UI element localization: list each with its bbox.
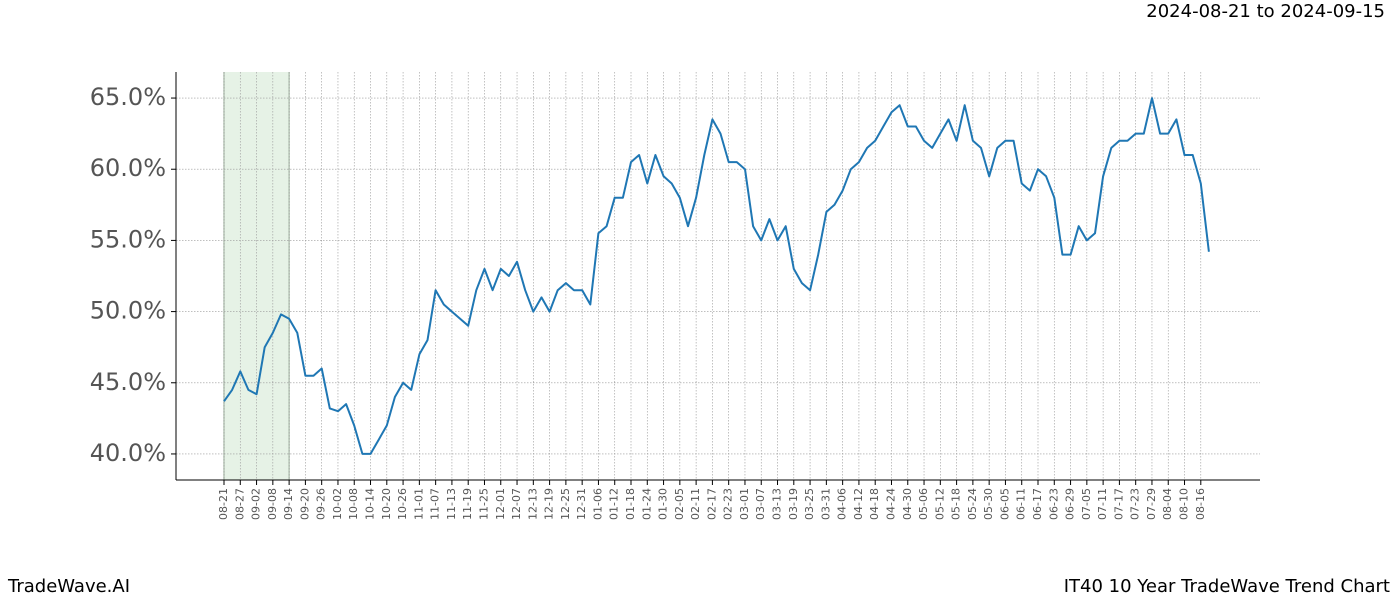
x-tick-label: 06-17 xyxy=(1031,488,1044,520)
x-tick-label: 05-24 xyxy=(966,488,979,520)
x-tick-label: 10-14 xyxy=(364,488,377,520)
x-tick-label: 07-23 xyxy=(1129,488,1142,520)
x-tick-label: 09-02 xyxy=(250,488,263,520)
x-tick-label: 09-14 xyxy=(282,488,295,520)
x-tick-label: 03-31 xyxy=(819,488,832,520)
x-tick-label: 06-05 xyxy=(998,488,1011,520)
x-tick-label: 03-01 xyxy=(738,488,751,520)
x-tick-label: 08-10 xyxy=(1178,488,1191,520)
x-tick-label: 01-18 xyxy=(624,488,637,520)
x-tick-label: 06-23 xyxy=(1047,488,1060,520)
x-tick-label: 10-20 xyxy=(380,488,393,520)
x-tick-label: 12-13 xyxy=(526,488,539,520)
x-tick-label: 12-25 xyxy=(559,488,572,520)
x-tick-label: 05-06 xyxy=(917,488,930,520)
date-range: 2024-08-21 to 2024-09-15 xyxy=(1146,1,1385,22)
x-tick-label: 04-06 xyxy=(836,488,849,520)
x-tick-label: 12-19 xyxy=(543,488,556,520)
x-tick-label: 02-11 xyxy=(689,488,702,520)
x-tick-label: 12-31 xyxy=(575,488,588,520)
x-tick-label: 01-12 xyxy=(608,488,621,520)
x-tick-label: 05-18 xyxy=(950,488,963,520)
x-tick-label: 01-24 xyxy=(640,488,653,520)
x-tick-label: 12-07 xyxy=(510,488,523,520)
x-tick-label: 08-21 xyxy=(217,488,230,520)
y-tick-label: 60.0% xyxy=(90,154,166,182)
x-tick-label: 11-07 xyxy=(429,488,442,520)
x-tick-label: 11-13 xyxy=(445,488,458,520)
x-tick-label: 03-13 xyxy=(771,488,784,520)
x-tick-label: 09-20 xyxy=(298,488,311,520)
x-tick-label: 04-18 xyxy=(868,488,881,520)
x-tick-label: 04-24 xyxy=(884,488,897,520)
y-tick-label: 55.0% xyxy=(90,225,166,253)
x-tick-label: 02-17 xyxy=(705,488,718,520)
x-tick-label: 08-16 xyxy=(1194,488,1207,520)
x-tick-label: 03-19 xyxy=(787,488,800,520)
x-tick-label: 01-30 xyxy=(657,488,670,520)
x-tick-label: 07-17 xyxy=(1112,488,1125,520)
x-tick-label: 05-12 xyxy=(933,488,946,520)
x-tick-label: 06-29 xyxy=(1064,488,1077,520)
x-tick-label: 04-12 xyxy=(852,488,865,520)
x-tick-label: 08-27 xyxy=(233,488,246,520)
x-tick-label: 02-23 xyxy=(722,488,735,520)
x-tick-label: 03-07 xyxy=(754,488,767,520)
y-tick-label: 45.0% xyxy=(90,368,166,396)
x-tick-label: 10-02 xyxy=(331,488,344,520)
x-tick-label: 07-05 xyxy=(1080,488,1093,520)
x-tick-label: 09-08 xyxy=(266,488,279,520)
x-tick-label: 02-05 xyxy=(673,488,686,520)
x-tick-label: 09-26 xyxy=(315,488,328,520)
x-tick-label: 08-04 xyxy=(1161,488,1174,520)
x-tick-label: 12-01 xyxy=(494,488,507,520)
x-tick-label: 06-11 xyxy=(1015,488,1028,520)
x-tick-label: 10-08 xyxy=(347,488,360,520)
y-tick-label: 40.0% xyxy=(90,439,166,467)
x-tick-label: 07-11 xyxy=(1096,488,1109,520)
y-tick-label: 65.0% xyxy=(90,83,166,111)
x-tick-label: 11-01 xyxy=(412,488,425,520)
x-tick-label: 04-30 xyxy=(901,488,914,520)
y-tick-label: 50.0% xyxy=(90,297,166,325)
trend-line xyxy=(223,97,1210,455)
chart-title: IT40 10 Year TradeWave Trend Chart xyxy=(1064,576,1390,597)
x-tick-label: 01-06 xyxy=(591,488,604,520)
x-tick-label: 11-25 xyxy=(477,488,490,520)
x-tick-label: 10-26 xyxy=(396,488,409,520)
x-tick-label: 07-29 xyxy=(1145,488,1158,520)
x-tick-label: 03-25 xyxy=(803,488,816,520)
x-tick-label: 11-19 xyxy=(461,488,474,520)
x-tick-label: 05-30 xyxy=(982,488,995,520)
brand: TradeWave.AI xyxy=(7,576,130,597)
